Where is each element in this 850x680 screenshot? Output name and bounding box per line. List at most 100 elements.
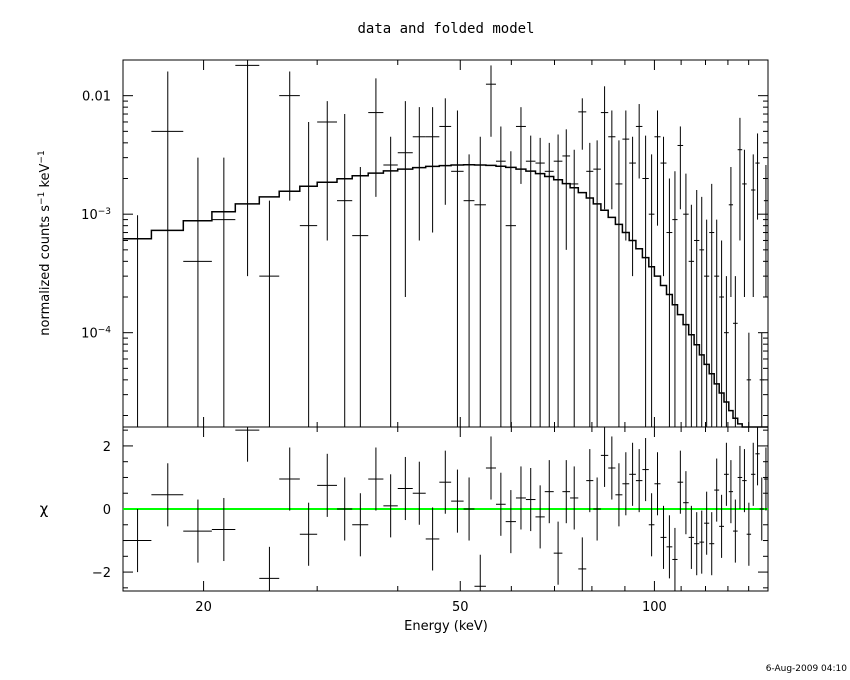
data-point [759,332,764,427]
residual-point [755,427,760,486]
residual-point [763,447,768,511]
y-tick-base: 10 [81,208,98,223]
residual-point [336,477,353,541]
residual-point [553,521,563,585]
data-point [648,154,655,427]
data-point [622,110,630,241]
residual-point [123,509,152,573]
data-point [699,196,705,427]
data-point [742,149,747,298]
residual-point [704,491,710,555]
data-point [593,140,601,427]
residual-panel-ticks [123,427,769,591]
data-point [642,135,649,427]
residual-point [586,449,594,513]
data-point [383,136,398,427]
residual-point [474,554,486,591]
residual-point [733,499,738,563]
folded-model-line [123,164,768,428]
residual-y-tick-labels: 2 0 −2 [92,440,111,581]
residual-point [317,453,337,517]
x-axis-label: Energy (keV) [404,619,488,634]
top-panel-ticks [123,59,769,427]
data-point [683,173,689,427]
residual-point [694,512,700,576]
data-point [463,154,475,427]
data-point [151,71,184,427]
data-point [485,65,496,137]
residual-point [425,507,440,571]
residual-point [279,447,300,511]
residual-point [660,505,667,569]
residual-point [688,505,695,569]
data-point [425,107,440,233]
residual-point [751,442,756,506]
data-point [719,240,725,427]
data-point [615,140,623,427]
residual-point [699,510,705,574]
y-tick-base: 10 [81,327,98,342]
residual-point [211,497,236,562]
data-point [211,157,236,427]
residual-point [299,502,318,566]
data-point [608,110,616,210]
residual-point [724,442,729,506]
data-point [660,136,667,277]
data-point [677,126,684,210]
data-point [183,157,212,427]
residual-point [235,427,260,462]
residual-point [505,490,516,554]
residual-point [368,447,384,511]
y-label-exp1: −1 [37,192,47,205]
residual-point [525,468,536,532]
residual-point [629,442,636,506]
data-point [317,101,337,241]
residual-y-tick-label: 0 [103,503,111,518]
residual-y-tick-label: 2 [103,440,111,455]
residual-point [677,450,684,514]
data-point [235,60,260,277]
residual-point [259,546,280,591]
data-points [123,60,768,427]
residual-point [535,485,545,549]
residual-point [622,452,630,516]
y-label-main: normalized counts s [38,205,53,336]
residual-point [600,427,609,487]
data-point [763,165,768,298]
y-tick-exponent: −3 [98,207,111,217]
residual-y-tick-label: −2 [92,566,111,581]
data-point [515,107,526,184]
residual-point [495,472,506,536]
residual-point [570,466,579,530]
residual-panel: 2 0 −2 χ [40,426,769,592]
data-point [688,204,695,427]
residual-point [635,449,643,513]
residual-point [709,512,715,576]
data-point [694,189,700,427]
residual-point [451,469,464,533]
y-label-exp2: −1 [37,150,47,163]
residual-point [515,466,526,530]
data-point [709,183,715,427]
x-tick-label: 20 [195,600,212,615]
data-point [451,110,464,427]
data-point [544,142,554,427]
data-point [570,149,579,427]
data-point [733,276,738,427]
residual-point [648,493,655,557]
residual-point [737,445,743,509]
data-point [755,133,760,220]
residual-point [352,493,369,557]
residual-point [183,499,212,563]
residual-point [759,477,764,541]
residual-point [412,461,426,525]
data-point [654,110,661,226]
data-point [505,151,516,427]
data-point [746,332,752,427]
residual-point [654,452,661,516]
x-tick-label: 100 [642,600,667,615]
data-point [553,134,563,427]
residual-point [719,494,725,558]
